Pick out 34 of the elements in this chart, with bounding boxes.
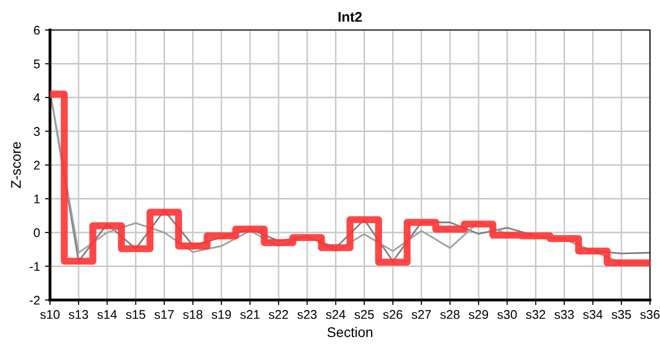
x-tick-label: s22	[268, 310, 288, 319]
y-tick-label: 5	[34, 60, 40, 68]
x-tick-label: s32	[526, 310, 546, 319]
x-tick-label: s19	[212, 310, 231, 319]
x-tick-label: s35	[612, 310, 631, 319]
y-tick-label: 6	[34, 26, 40, 35]
y-tick-label: 2	[34, 160, 40, 170]
x-tick-label: s14	[97, 310, 117, 319]
y-tick-label: 4	[34, 93, 40, 102]
y-tick-label: 3	[34, 127, 40, 136]
y-tick-label: 0	[34, 228, 40, 238]
y-tick-label: -2	[30, 296, 40, 305]
x-axis-title: Section	[327, 326, 372, 338]
x-tick-label: s30	[497, 310, 517, 319]
x-tick-label: s26	[383, 310, 402, 319]
x-tick-label: s36	[640, 310, 660, 319]
x-tick-label: s25	[354, 310, 374, 319]
x-tick-label: s33	[554, 310, 574, 319]
y-axis-title: Z-score	[11, 142, 21, 188]
y-tick-label: -1	[30, 262, 40, 271]
x-tick-label: s15	[126, 310, 146, 319]
y-tick-label: 1	[34, 194, 40, 204]
x-tick-label: s13	[68, 310, 88, 319]
x-tick-label: s17	[154, 310, 174, 319]
x-tick-label: s28	[440, 310, 460, 319]
x-tick-label: s10	[40, 310, 60, 319]
x-tick-label: s18	[183, 310, 202, 319]
x-tick-label: s29	[468, 310, 488, 319]
x-tick-label: s21	[240, 310, 260, 319]
x-tick-label: s27	[412, 310, 431, 319]
x-tick-label: s23	[297, 310, 317, 319]
x-tick-label: s34	[583, 310, 603, 319]
x-tick-label: s24	[326, 310, 346, 319]
chart-title: Int2	[338, 12, 362, 22]
